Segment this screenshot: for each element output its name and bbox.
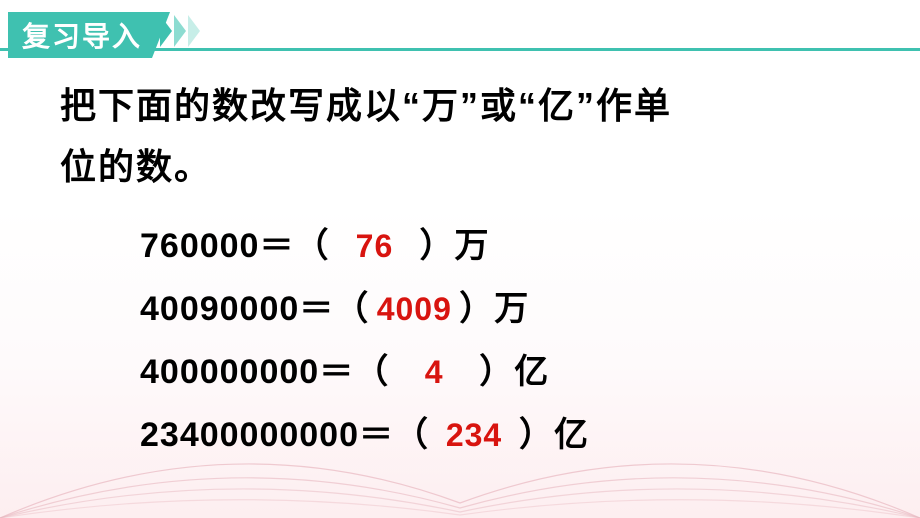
prompt-line2: 位的数。	[60, 146, 212, 187]
unit-label: 万	[494, 278, 529, 341]
answer-value: 234	[429, 406, 519, 465]
equation-lhs: 23400000000	[140, 404, 359, 467]
answer-value: 4	[389, 343, 479, 402]
answer-value: 4009	[369, 280, 459, 339]
section-tag: 复习导入	[8, 12, 170, 58]
paren-close: ）	[459, 278, 494, 341]
equation-row: 760000 ＝ （ 76 ） 万	[140, 215, 880, 278]
unit-label: 亿	[514, 341, 549, 404]
paren-close: ）	[479, 341, 514, 404]
equations-list: 760000 ＝ （ 76 ） 万 40090000 ＝ （ 4009 ） 万 …	[140, 215, 880, 467]
paren-open: （	[394, 404, 429, 467]
prompt-line1: 把下面的数改写成以“万”或“亿”作单	[60, 85, 672, 126]
answer-value: 76	[329, 217, 419, 276]
chevron-icon	[160, 15, 172, 47]
equals-sign: ＝	[319, 341, 354, 404]
paren-open: （	[334, 278, 369, 341]
equation-row: 400000000 ＝ （ 4 ） 亿	[140, 341, 880, 404]
equals-sign: ＝	[359, 404, 394, 467]
equation-lhs: 400000000	[140, 341, 319, 404]
content-area: 把下面的数改写成以“万”或“亿”作单 位的数。 760000 ＝ （ 76 ） …	[60, 75, 880, 467]
chevron-icon	[188, 15, 200, 47]
unit-label: 亿	[554, 404, 589, 467]
equation-row: 23400000000 ＝ （ 234 ） 亿	[140, 404, 880, 467]
equation-row: 40090000 ＝ （ 4009 ） 万	[140, 278, 880, 341]
equals-sign: ＝	[299, 278, 334, 341]
paren-open: （	[354, 341, 389, 404]
equation-lhs: 760000	[140, 215, 259, 278]
paren-open: （	[294, 215, 329, 278]
equation-lhs: 40090000	[140, 278, 299, 341]
prompt-text: 把下面的数改写成以“万”或“亿”作单 位的数。	[60, 75, 880, 197]
paren-close: ）	[519, 404, 554, 467]
chevron-icon	[174, 15, 186, 47]
equals-sign: ＝	[259, 215, 294, 278]
unit-label: 万	[454, 215, 489, 278]
paren-close: ）	[419, 215, 454, 278]
chevron-decoration	[160, 15, 200, 47]
